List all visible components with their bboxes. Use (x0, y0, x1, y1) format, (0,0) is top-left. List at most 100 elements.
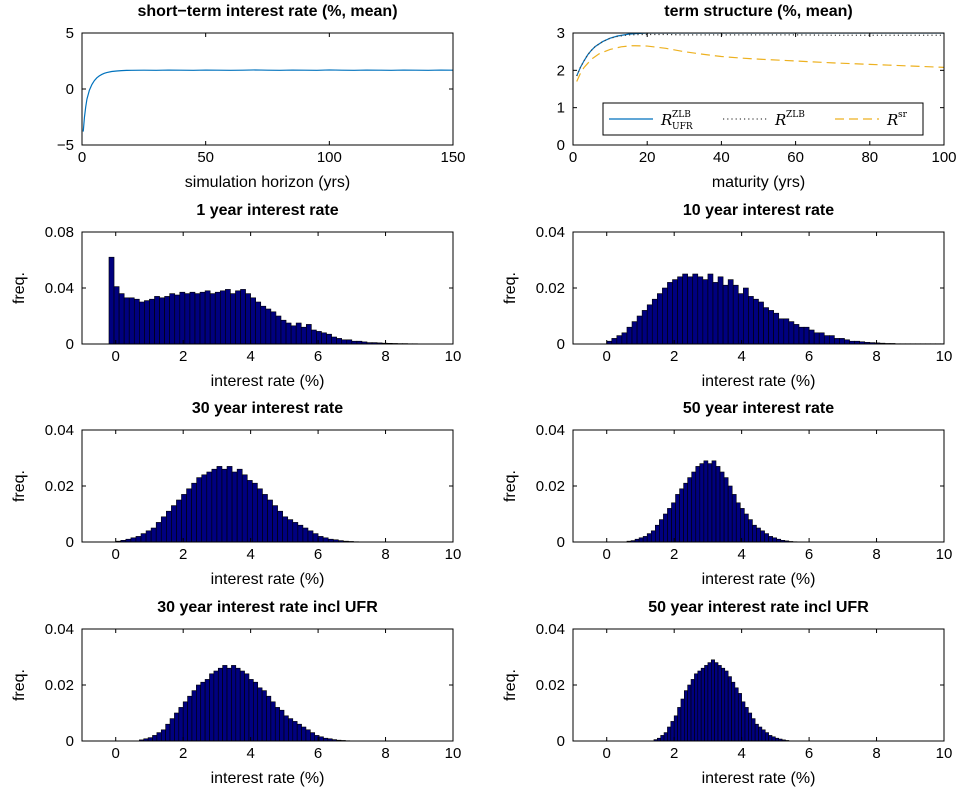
histogram-bar (659, 519, 664, 542)
histogram-bar (813, 332, 820, 344)
histogram-bar (687, 477, 693, 542)
histogram-bar (261, 690, 267, 741)
histogram-bar (196, 477, 203, 542)
histogram-bar (236, 468, 243, 542)
x-axis-label: maturity (yrs) (712, 174, 805, 191)
x-tick-label: 10 (936, 745, 953, 762)
x-tick-label: 10 (936, 348, 953, 365)
legend-label-0: R (660, 111, 672, 129)
histogram-bar (727, 676, 732, 741)
histogram-bar (164, 296, 170, 344)
histogram-bar (663, 732, 668, 741)
histogram-bar (169, 293, 176, 344)
histogram-bar (687, 276, 694, 344)
y-tick-label: 1 (557, 100, 565, 117)
panel-term_structure: 0 20 40 60 80 100 0 1 2 3 term structure (%, mean)… (557, 3, 957, 191)
legend-sub-0: UFR (672, 122, 693, 132)
panel-hist_30y_ufr: 0 2 4 6 8 10 0 0.02 0.04 30 year interest rate in… (11, 599, 461, 787)
histogram-bar (165, 723, 171, 741)
x-tick-label: 2 (179, 546, 187, 563)
chart-title: 50 year interest rate incl UFR (648, 599, 869, 616)
histogram-bar (196, 684, 202, 741)
x-tick-label: 2 (670, 745, 678, 762)
histogram-bar (768, 310, 774, 344)
y-tick-label: 0 (66, 534, 74, 551)
plot-area (139, 665, 351, 741)
histogram-bar (321, 332, 327, 344)
histogram-bar (152, 735, 158, 741)
x-tick-label: 2 (670, 546, 678, 563)
histogram-bar (174, 712, 180, 741)
histogram-bar (660, 735, 665, 741)
histogram-bar (181, 494, 187, 542)
histogram-bar (274, 707, 280, 741)
histogram-bar (301, 726, 307, 741)
histogram-bar (687, 684, 692, 741)
histogram-bar (246, 480, 253, 542)
x-tick-label: 4 (246, 745, 254, 762)
histogram-bar (160, 729, 166, 741)
histogram-bar (311, 329, 317, 344)
x-tick-label: 40 (713, 149, 730, 166)
histogram-bar (280, 319, 287, 344)
series-line-0 (576, 33, 944, 77)
histogram-bar (768, 735, 773, 741)
y-tick-label: 0 (66, 733, 74, 750)
histogram-bar (189, 291, 196, 344)
histogram-bar (147, 737, 153, 741)
y-tick-label: 0.04 (536, 621, 565, 638)
histogram-bar (159, 297, 165, 344)
histogram-bar (108, 256, 115, 344)
histogram-bar (257, 488, 263, 542)
histogram-bar (758, 726, 763, 741)
histogram-bar (285, 322, 292, 344)
x-axis-label: interest rate (%) (211, 571, 325, 588)
histogram-bar (724, 670, 729, 741)
histogram-bar (213, 670, 219, 741)
y-tick-label: 2 (557, 62, 565, 79)
histogram-bar (839, 338, 845, 344)
x-tick-label: 10 (445, 745, 462, 762)
histogram-bar (279, 709, 285, 741)
histogram-bar (341, 339, 348, 344)
histogram-bar (182, 701, 188, 741)
x-tick-label: 20 (639, 149, 656, 166)
x-tick-label: 6 (314, 546, 322, 563)
histogram-bar (305, 324, 312, 344)
histogram-bar (186, 488, 192, 542)
histogram-bar (764, 533, 769, 542)
histogram-bar (257, 687, 263, 741)
histogram-bar (253, 681, 259, 741)
histogram-bar (135, 536, 142, 542)
histogram-bar (735, 502, 741, 542)
histogram-bar (748, 712, 753, 741)
histogram-bar (763, 307, 769, 344)
histogram-bar (235, 667, 241, 741)
histogram-bar (267, 499, 273, 542)
histogram-bar (654, 524, 660, 542)
x-tick-label: 0 (112, 546, 120, 563)
histogram-bar (322, 537, 329, 542)
histogram-bar (829, 335, 835, 344)
histogram-bar (240, 289, 246, 344)
histogram-bar (160, 516, 167, 542)
histogram-bar (823, 335, 830, 344)
x-tick-label: 6 (805, 745, 813, 762)
histogram-bar (683, 482, 688, 542)
histogram-bar (650, 530, 656, 542)
histogram-bar (707, 273, 714, 344)
x-axis-label: interest rate (%) (702, 571, 816, 588)
x-tick-label: 4 (737, 546, 745, 563)
histogram-bar (788, 321, 795, 344)
histogram-bar (636, 315, 643, 344)
legend-label-2: R (886, 111, 898, 129)
x-tick-label: 10 (936, 546, 953, 563)
histogram-bar (307, 530, 314, 542)
histogram-bar (295, 322, 302, 344)
histogram-bar (694, 673, 699, 741)
histogram-bar (683, 690, 688, 741)
chart-title: short−term interest rate (%, mean) (137, 3, 397, 20)
histogram-bar (305, 729, 311, 741)
histogram-bar (326, 333, 332, 344)
